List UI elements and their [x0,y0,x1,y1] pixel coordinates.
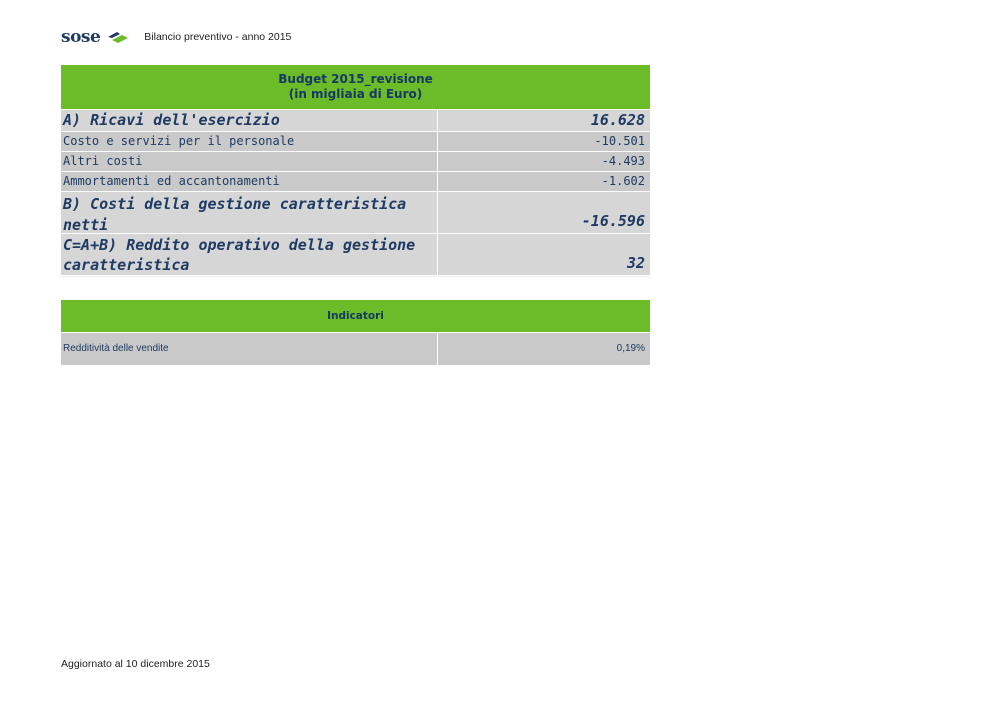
row-label: A) Ricavi dell'esercizio [61,110,437,131]
table-heading-line1: Budget 2015_revisione [278,72,433,86]
budget-table: Budget 2015_revisione (in migliaia di Eu… [61,65,650,365]
row-value: -1.602 [438,172,650,191]
row-value: -16.596 [438,192,650,233]
table-row-personale: Costo e servizi per il personale -10.501 [61,132,650,151]
table-row-spacer [61,276,650,300]
table-heading: Budget 2015_revisione (in migliaia di Eu… [61,65,650,109]
table-row-redditivita: Redditività delle vendite 0,19% [61,333,650,365]
table-row-costi-netti: B) Costi della gestione caratteristica n… [61,192,650,234]
row-label: Costo e servizi per il personale [61,132,437,151]
document-title: Bilancio preventivo - anno 2015 [144,31,292,43]
row-label: B) Costi della gestione caratteristica n… [61,192,437,234]
sose-logo: sose [61,27,101,47]
row-label-line1: C=A+B) Reddito operativo della gestione [63,236,416,254]
document-header: sose Bilancio preventivo - anno 2015 [61,26,291,48]
row-label-line2: caratteristica [63,256,190,274]
indicators-heading: Indicatori [61,300,650,332]
table-row-ricavi: A) Ricavi dell'esercizio 16.628 [61,110,650,131]
row-label: C=A+B) Reddito operativo della gestione … [61,234,437,275]
empty-cell [61,276,437,300]
footer-updated-date: Aggiornato al 10 dicembre 2015 [61,658,210,670]
table-heading-line2: (in migliaia di Euro) [288,87,423,101]
row-value: -10.501 [438,132,650,151]
empty-cell [438,276,650,300]
table-row-ammortamenti: Ammortamenti ed accantonamenti -1.602 [61,172,650,191]
row-label: Ammortamenti ed accantonamenti [61,172,437,191]
row-value-text: -16.596 [581,212,645,230]
row-label: Altri costi [61,152,437,171]
row-label: Redditività delle vendite [61,333,437,365]
table-row-reddito-operativo: C=A+B) Reddito operativo della gestione … [61,234,650,275]
row-value: 0,19% [438,333,650,365]
sose-logo-icon [108,32,129,43]
row-value: 32 [438,234,650,275]
row-value: 16.628 [438,110,650,131]
row-value: -4.493 [438,152,650,171]
row-value-text: 32 [626,254,645,272]
table-row-altri-costi: Altri costi -4.493 [61,152,650,171]
